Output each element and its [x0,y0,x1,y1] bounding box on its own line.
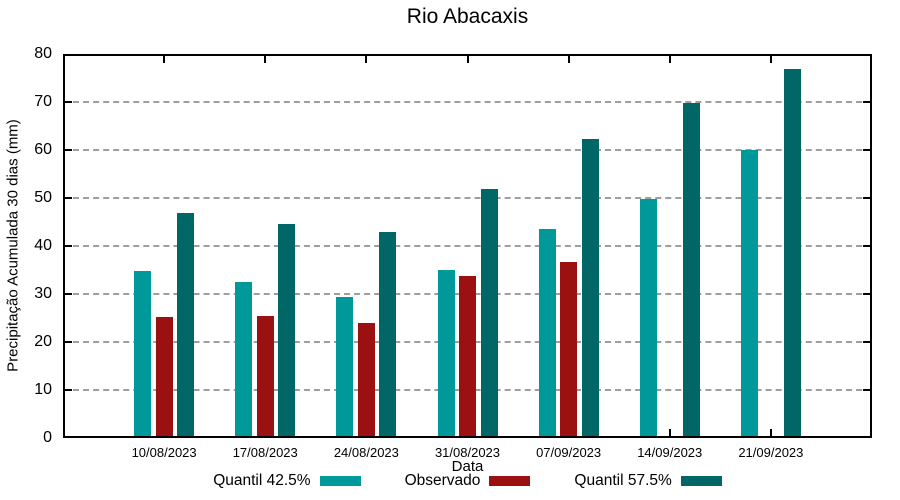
gridline [63,149,872,151]
y-tick-mark [63,149,72,151]
y-tick-mark [863,341,872,343]
bar-series-2-cat-2 [379,231,397,438]
gridline [63,101,872,103]
legend-item: Quantil 42.5% [213,472,361,490]
bar-series-1-cat-1 [256,315,274,438]
legend-swatch [319,476,361,486]
y-tick-label: 60 [34,141,52,158]
legend-swatch [680,476,722,486]
bar-series-0-cat-1 [235,281,253,438]
legend-item: Observado [405,472,531,490]
bar-series-0-cat-0 [134,270,152,438]
bar-series-2-cat-3 [480,189,498,438]
y-tick-mark [863,197,872,199]
x-tick-mark [466,54,469,63]
y-tick-label: 70 [34,93,52,110]
chart-title: Rio Abacaxis [406,5,529,28]
y-tick-label: 0 [43,429,52,446]
gridline [63,197,872,199]
x-tick-label: 24/08/2023 [333,445,399,460]
x-tick-label: 14/09/2023 [637,445,703,460]
y-tick-label: 80 [34,45,52,62]
x-tick-mark [769,429,772,438]
y-tick-mark [63,245,72,247]
bar-series-2-cat-6 [783,69,801,438]
y-tick-mark [863,245,872,247]
bar-series-1-cat-3 [459,275,476,438]
bar-series-0-cat-5 [639,198,657,438]
bar-series-0-cat-6 [740,150,758,438]
y-tick-mark [63,341,72,343]
legend-swatch [489,476,531,486]
x-tick-label: 17/08/2023 [232,445,298,460]
legend-label: Quantil 42.5% [213,472,311,489]
x-tick-mark [668,54,671,63]
y-tick-label: 30 [34,285,52,302]
bar-series-1-cat-2 [357,323,375,438]
bar-series-0-cat-4 [538,229,556,438]
y-tick-label: 10 [34,381,52,398]
bar-series-0-cat-3 [437,270,455,438]
y-tick-mark [63,101,72,103]
y-tick-mark [63,293,72,295]
y-tick-label: 20 [34,333,52,350]
legend-label: Observado [404,472,481,489]
x-tick-mark [264,54,267,63]
y-tick-mark [863,293,872,295]
x-tick-label: 10/08/2023 [131,445,197,460]
bar-series-2-cat-4 [581,139,599,438]
y-tick-label: 40 [34,237,52,254]
x-tick-label: 21/09/2023 [738,445,804,460]
legend: Quantil 42.5% Observado Quantil 57.5% [63,472,872,490]
x-tick-label: 31/08/2023 [434,445,501,460]
bar-series-1-cat-4 [560,262,578,438]
bar-series-1-cat-0 [155,316,173,438]
plot-border [63,54,872,438]
y-tick-mark [863,101,872,103]
x-tick-mark [668,429,671,438]
bar-series-2-cat-0 [177,213,195,438]
x-tick-mark [365,54,368,63]
y-tick-mark [63,197,72,199]
x-tick-mark [769,54,772,63]
legend-item: Quantil 57.5% [574,472,722,490]
legend-label: Quantil 57.5% [574,472,672,489]
y-tick-label: 50 [34,189,52,206]
x-tick-label: 07/09/2023 [536,445,602,460]
x-axis-label: Data [451,458,484,475]
bar-series-2-cat-1 [278,224,296,438]
x-tick-mark [163,54,166,63]
y-tick-mark [863,149,872,151]
y-tick-mark [63,389,72,391]
x-tick-mark [567,54,570,63]
bar-series-0-cat-2 [336,296,354,438]
gridline [63,245,872,247]
y-tick-mark [863,389,872,391]
bar-series-2-cat-5 [682,103,700,438]
